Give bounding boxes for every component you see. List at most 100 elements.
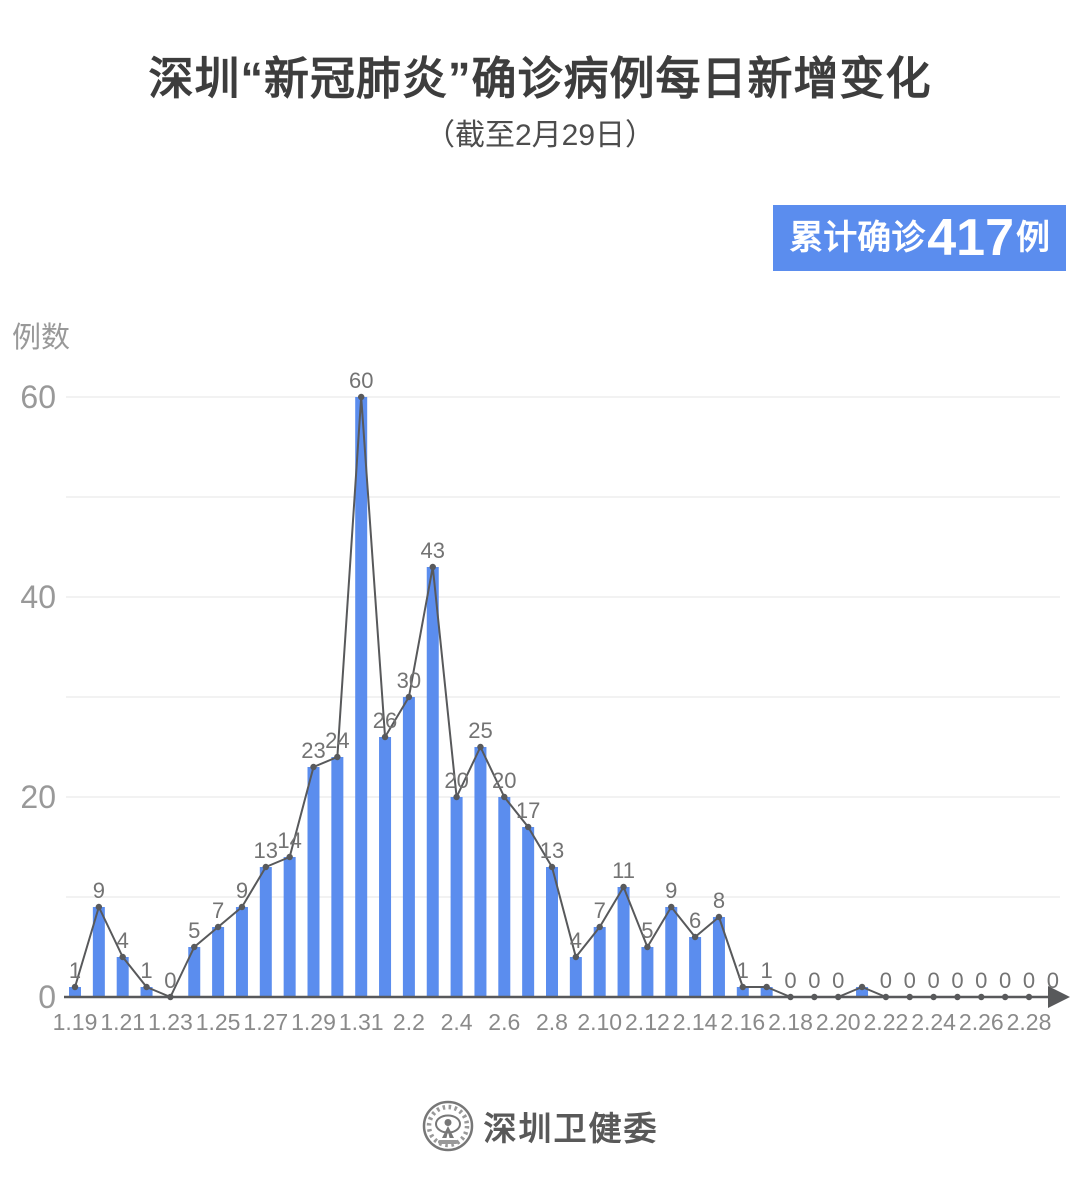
x-tick-label: 2.12 bbox=[625, 1009, 670, 1035]
data-point-1.24 bbox=[191, 943, 198, 951]
data-point-1.25 bbox=[214, 923, 222, 931]
x-tick-label: 2.24 bbox=[911, 1009, 956, 1035]
bar-2.9 bbox=[569, 957, 582, 997]
data-point-1.20 bbox=[95, 903, 103, 911]
data-point-2.15 bbox=[715, 913, 723, 921]
value-label: 0 bbox=[164, 968, 176, 993]
bar-2.17 bbox=[760, 987, 773, 997]
value-label: 20 bbox=[492, 768, 516, 793]
value-label: 11 bbox=[612, 858, 635, 883]
bar-1.19 bbox=[69, 987, 81, 997]
data-point-2.6 bbox=[501, 793, 508, 801]
x-tick-label: 1.29 bbox=[291, 1009, 336, 1035]
data-point-2.23 bbox=[906, 993, 913, 1001]
data-point-2.16 bbox=[739, 983, 746, 991]
x-tick-label: 2.10 bbox=[577, 1009, 622, 1035]
bar-2.16 bbox=[736, 987, 749, 997]
bar-2.3 bbox=[426, 567, 439, 997]
value-label: 13 bbox=[254, 838, 278, 863]
x-tick-label: 2.16 bbox=[720, 1009, 765, 1035]
x-tick-label: 2.8 bbox=[536, 1009, 568, 1035]
data-point-2.25 bbox=[954, 993, 961, 1001]
data-point-1.27 bbox=[262, 863, 269, 871]
x-tick-label: 2.14 bbox=[673, 1009, 718, 1035]
value-label: 0 bbox=[927, 968, 939, 993]
data-point-2.13 bbox=[668, 903, 675, 911]
data-point-2.21 bbox=[858, 983, 866, 991]
value-label: 9 bbox=[236, 878, 248, 903]
data-point-2.7 bbox=[524, 823, 532, 831]
data-point-2.28 bbox=[1025, 993, 1033, 1001]
data-point-2.11 bbox=[620, 883, 627, 891]
x-axis-arrow bbox=[1048, 986, 1070, 1008]
x-tick-label: 1.31 bbox=[339, 1009, 384, 1035]
cumulative-total-badge: 累计确诊 417 例 bbox=[773, 205, 1066, 271]
data-point-2.26 bbox=[978, 993, 985, 1001]
data-point-2.27 bbox=[1001, 993, 1009, 1001]
data-point-1.21 bbox=[119, 953, 126, 961]
x-tick-label: 2.20 bbox=[816, 1009, 861, 1035]
data-point-2.17 bbox=[763, 983, 770, 991]
data-point-2.8 bbox=[548, 863, 556, 871]
value-label: 23 bbox=[301, 738, 325, 763]
y-tick-label: 20 bbox=[20, 779, 56, 815]
bar-2.15 bbox=[712, 917, 725, 997]
x-tick-label: 1.27 bbox=[243, 1009, 288, 1035]
value-label: 60 bbox=[349, 368, 373, 393]
badge-suffix-label: 例 bbox=[1016, 219, 1050, 257]
page-title: 深圳“新冠肺炎”确诊病例每日新增变化 bbox=[148, 53, 932, 104]
x-tick-label: 2.26 bbox=[959, 1009, 1004, 1035]
value-label: 0 bbox=[1023, 968, 1035, 993]
bar-1.31 bbox=[355, 397, 368, 997]
data-point-1.22 bbox=[143, 983, 150, 991]
value-label: 13 bbox=[540, 838, 564, 863]
value-label: 1 bbox=[140, 958, 152, 983]
bar-2.12 bbox=[641, 947, 654, 997]
bar-2.7 bbox=[522, 827, 535, 997]
value-label: 1 bbox=[737, 958, 749, 983]
value-label: 0 bbox=[832, 968, 844, 993]
value-label: 0 bbox=[808, 968, 820, 993]
data-point-1.28 bbox=[286, 853, 293, 861]
bar-1.28 bbox=[283, 857, 296, 997]
bar-2.5 bbox=[474, 747, 487, 997]
bar-1.25 bbox=[212, 927, 225, 997]
data-point-2.5 bbox=[477, 743, 484, 751]
value-label: 9 bbox=[93, 878, 105, 903]
bar-2.13 bbox=[665, 907, 678, 997]
y-axis-title: 例数 bbox=[12, 322, 71, 354]
bar-1.22 bbox=[140, 987, 153, 997]
bar-1.26 bbox=[235, 907, 248, 997]
bar-2.4 bbox=[450, 797, 463, 997]
data-point-2.18 bbox=[787, 993, 794, 1001]
y-tick-label: 60 bbox=[20, 379, 56, 415]
value-label: 5 bbox=[641, 918, 653, 943]
data-point-2.20 bbox=[835, 993, 842, 1001]
data-point-2.29 bbox=[1049, 993, 1057, 1001]
data-point-2.2 bbox=[405, 693, 413, 701]
data-point-2.10 bbox=[596, 923, 603, 931]
data-point-1.19 bbox=[71, 983, 79, 991]
x-tick-label: 2.4 bbox=[441, 1009, 473, 1035]
value-label: 0 bbox=[1047, 968, 1059, 993]
x-tick-label: 2.18 bbox=[768, 1009, 813, 1035]
data-point-2.22 bbox=[882, 993, 890, 1001]
data-point-2.1 bbox=[381, 733, 389, 741]
value-label: 4 bbox=[570, 928, 582, 953]
data-point-2.4 bbox=[453, 793, 460, 801]
bar-2.8 bbox=[546, 867, 558, 997]
data-point-2.3 bbox=[429, 563, 436, 571]
data-point-1.31 bbox=[358, 393, 365, 401]
x-tick-label: 2.22 bbox=[864, 1009, 909, 1035]
value-label: 0 bbox=[975, 968, 987, 993]
bar-2.2 bbox=[402, 697, 415, 997]
value-label: 24 bbox=[325, 728, 349, 753]
bar-2.6 bbox=[498, 797, 511, 997]
data-point-1.29 bbox=[310, 763, 317, 771]
bar-1.20 bbox=[92, 907, 105, 997]
data-point-2.14 bbox=[691, 933, 699, 941]
value-label: 14 bbox=[277, 828, 301, 853]
bar-2.1 bbox=[379, 737, 392, 997]
footer: 深圳卫健委 bbox=[0, 1100, 1080, 1152]
